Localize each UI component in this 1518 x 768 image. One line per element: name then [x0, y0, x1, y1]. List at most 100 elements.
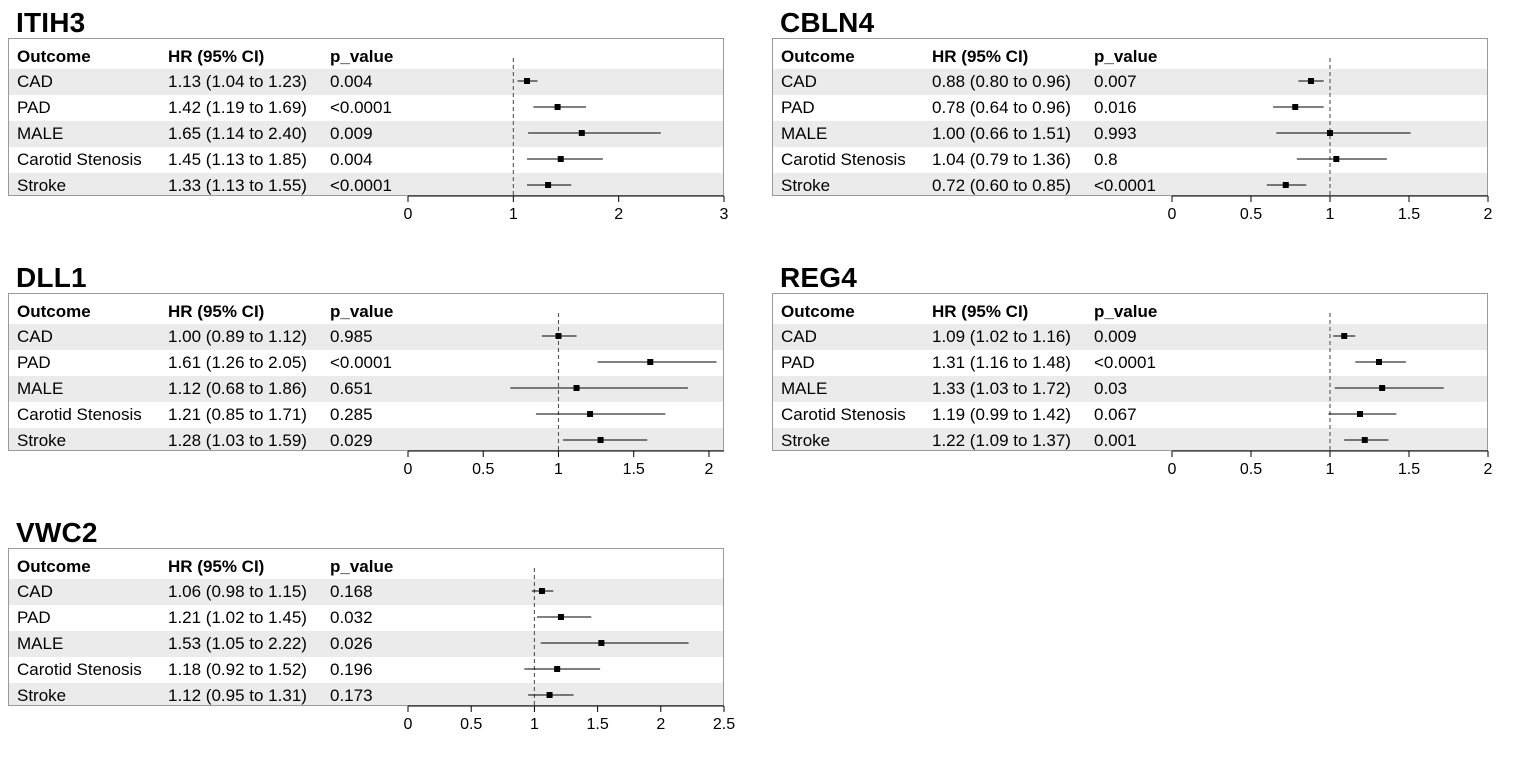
- forest-plot: 0 0.5 1 1.5 2: [1168, 58, 1493, 223]
- row-stripe: [9, 173, 723, 195]
- row-p-value: 0.03: [1094, 379, 1128, 398]
- row-outcome: CAD: [781, 327, 817, 346]
- header-p-value: p_value: [1094, 302, 1158, 321]
- row-stripe: [9, 683, 723, 705]
- x-tick-label: 0: [404, 461, 413, 478]
- row-p-value: 0.651: [330, 379, 373, 398]
- row-outcome: CAD: [781, 72, 817, 91]
- hr-point: [587, 411, 594, 417]
- row-p-value: 0.032: [330, 608, 373, 627]
- row-p-value: 0.196: [330, 660, 373, 679]
- hr-point: [647, 359, 654, 365]
- row-outcome: PAD: [781, 98, 815, 117]
- row-p-value: 0.029: [330, 431, 373, 450]
- x-tick-label: 0: [1168, 206, 1177, 223]
- row-p-value: <0.0001: [330, 353, 392, 372]
- row-hr-ci: 1.06 (0.98 to 1.15): [168, 582, 307, 601]
- row-hr-ci: 0.72 (0.60 to 0.85): [932, 176, 1071, 195]
- row-outcome: MALE: [17, 379, 64, 398]
- row-outcome: PAD: [781, 353, 815, 372]
- panel-title: CBLN4: [780, 7, 875, 38]
- x-tick-label: 1: [554, 461, 563, 478]
- row-outcome: PAD: [17, 608, 51, 627]
- row-stripe: [773, 428, 1487, 450]
- forest-table: Outcome HR (95% CI) p_value CAD 1.06 (0.98 t…: [8, 548, 724, 706]
- header-outcome: Outcome: [781, 47, 855, 66]
- panel-title: DLL1: [16, 262, 87, 293]
- header-p-value: p_value: [1094, 47, 1158, 66]
- row-outcome: MALE: [17, 634, 64, 653]
- header-p-value: p_value: [330, 302, 394, 321]
- row-outcome: Carotid Stenosis: [17, 150, 142, 169]
- forest-panel-vwc2: VWC2 Outcome HR (95% CI) p_value CAD 1.06 (0.…: [8, 518, 735, 768]
- x-tick-label: 2: [1484, 461, 1493, 478]
- row-p-value: 0.009: [330, 124, 373, 143]
- row-outcome: CAD: [17, 582, 53, 601]
- row-outcome: PAD: [17, 98, 51, 117]
- x-tick-label: 0.5: [472, 461, 494, 478]
- x-tick-label: 2: [614, 206, 623, 223]
- row-outcome: MALE: [781, 124, 828, 143]
- row-p-value: 0.8: [1094, 150, 1118, 169]
- x-tick-label: 0: [404, 716, 413, 733]
- row-hr-ci: 1.53 (1.05 to 2.22): [168, 634, 307, 653]
- row-hr-ci: 1.09 (1.02 to 1.16): [932, 327, 1071, 346]
- x-tick-label: 0: [404, 206, 413, 223]
- header-hr: HR (95% CI): [168, 302, 265, 321]
- row-hr-ci: 1.00 (0.66 to 1.51): [932, 124, 1071, 143]
- x-tick-label: 1.5: [623, 461, 645, 478]
- x-tick-label: 2: [1484, 206, 1493, 223]
- row-hr-ci: 1.42 (1.19 to 1.69): [168, 98, 307, 117]
- header-hr: HR (95% CI): [168, 557, 265, 576]
- row-hr-ci: 1.12 (0.68 to 1.86): [168, 379, 307, 398]
- x-tick-label: 1: [1326, 206, 1335, 223]
- row-p-value: <0.0001: [1094, 176, 1156, 195]
- row-stripe: [9, 428, 723, 450]
- hr-point: [554, 104, 561, 110]
- header-hr: HR (95% CI): [168, 47, 265, 66]
- hr-point: [557, 156, 564, 162]
- row-hr-ci: 1.31 (1.16 to 1.48): [932, 353, 1071, 372]
- hr-point: [573, 385, 580, 391]
- hr-point: [555, 333, 562, 339]
- hr-point: [578, 130, 585, 136]
- row-hr-ci: 1.33 (1.03 to 1.72): [932, 379, 1071, 398]
- row-stripe: [773, 324, 1487, 350]
- row-p-value: 0.009: [1094, 327, 1137, 346]
- x-tick-label: 0: [1168, 461, 1177, 478]
- header-hr: HR (95% CI): [932, 47, 1029, 66]
- row-p-value: 0.004: [330, 72, 373, 91]
- row-hr-ci: 1.00 (0.89 to 1.12): [168, 327, 307, 346]
- row-p-value: 0.026: [330, 634, 373, 653]
- hr-point: [538, 588, 545, 594]
- panel-title: ITIH3: [16, 7, 86, 38]
- row-hr-ci: 1.13 (1.04 to 1.23): [168, 72, 307, 91]
- row-hr-ci: 1.18 (0.92 to 1.52): [168, 660, 307, 679]
- row-outcome: Stroke: [17, 686, 67, 705]
- hr-point: [1357, 411, 1364, 417]
- row-stripe: [9, 121, 723, 147]
- row-p-value: 0.001: [1094, 431, 1137, 450]
- hr-point: [1333, 156, 1340, 162]
- row-p-value: 0.285: [330, 405, 373, 424]
- forest-table: Outcome HR (95% CI) p_value CAD 1.09 (1.02 t…: [772, 293, 1488, 451]
- row-hr-ci: 0.78 (0.64 to 0.96): [932, 98, 1071, 117]
- row-p-value: <0.0001: [1094, 353, 1156, 372]
- hr-point: [557, 614, 564, 620]
- x-tick-label: 1: [509, 206, 518, 223]
- row-hr-ci: 1.33 (1.13 to 1.55): [168, 176, 307, 195]
- header-outcome: Outcome: [781, 302, 855, 321]
- header-outcome: Outcome: [17, 302, 91, 321]
- header-p-value: p_value: [330, 47, 394, 66]
- hr-point: [554, 666, 561, 672]
- row-p-value: 0.168: [330, 582, 373, 601]
- x-tick-label: 1: [530, 716, 539, 733]
- row-hr-ci: 0.88 (0.80 to 0.96): [932, 72, 1071, 91]
- hr-point: [545, 182, 552, 188]
- row-outcome: CAD: [17, 327, 53, 346]
- x-tick-label: 1.5: [1398, 461, 1420, 478]
- row-hr-ci: 1.04 (0.79 to 1.36): [932, 150, 1071, 169]
- row-outcome: Stroke: [17, 431, 67, 450]
- row-outcome: Stroke: [17, 176, 67, 195]
- row-p-value: 0.016: [1094, 98, 1137, 117]
